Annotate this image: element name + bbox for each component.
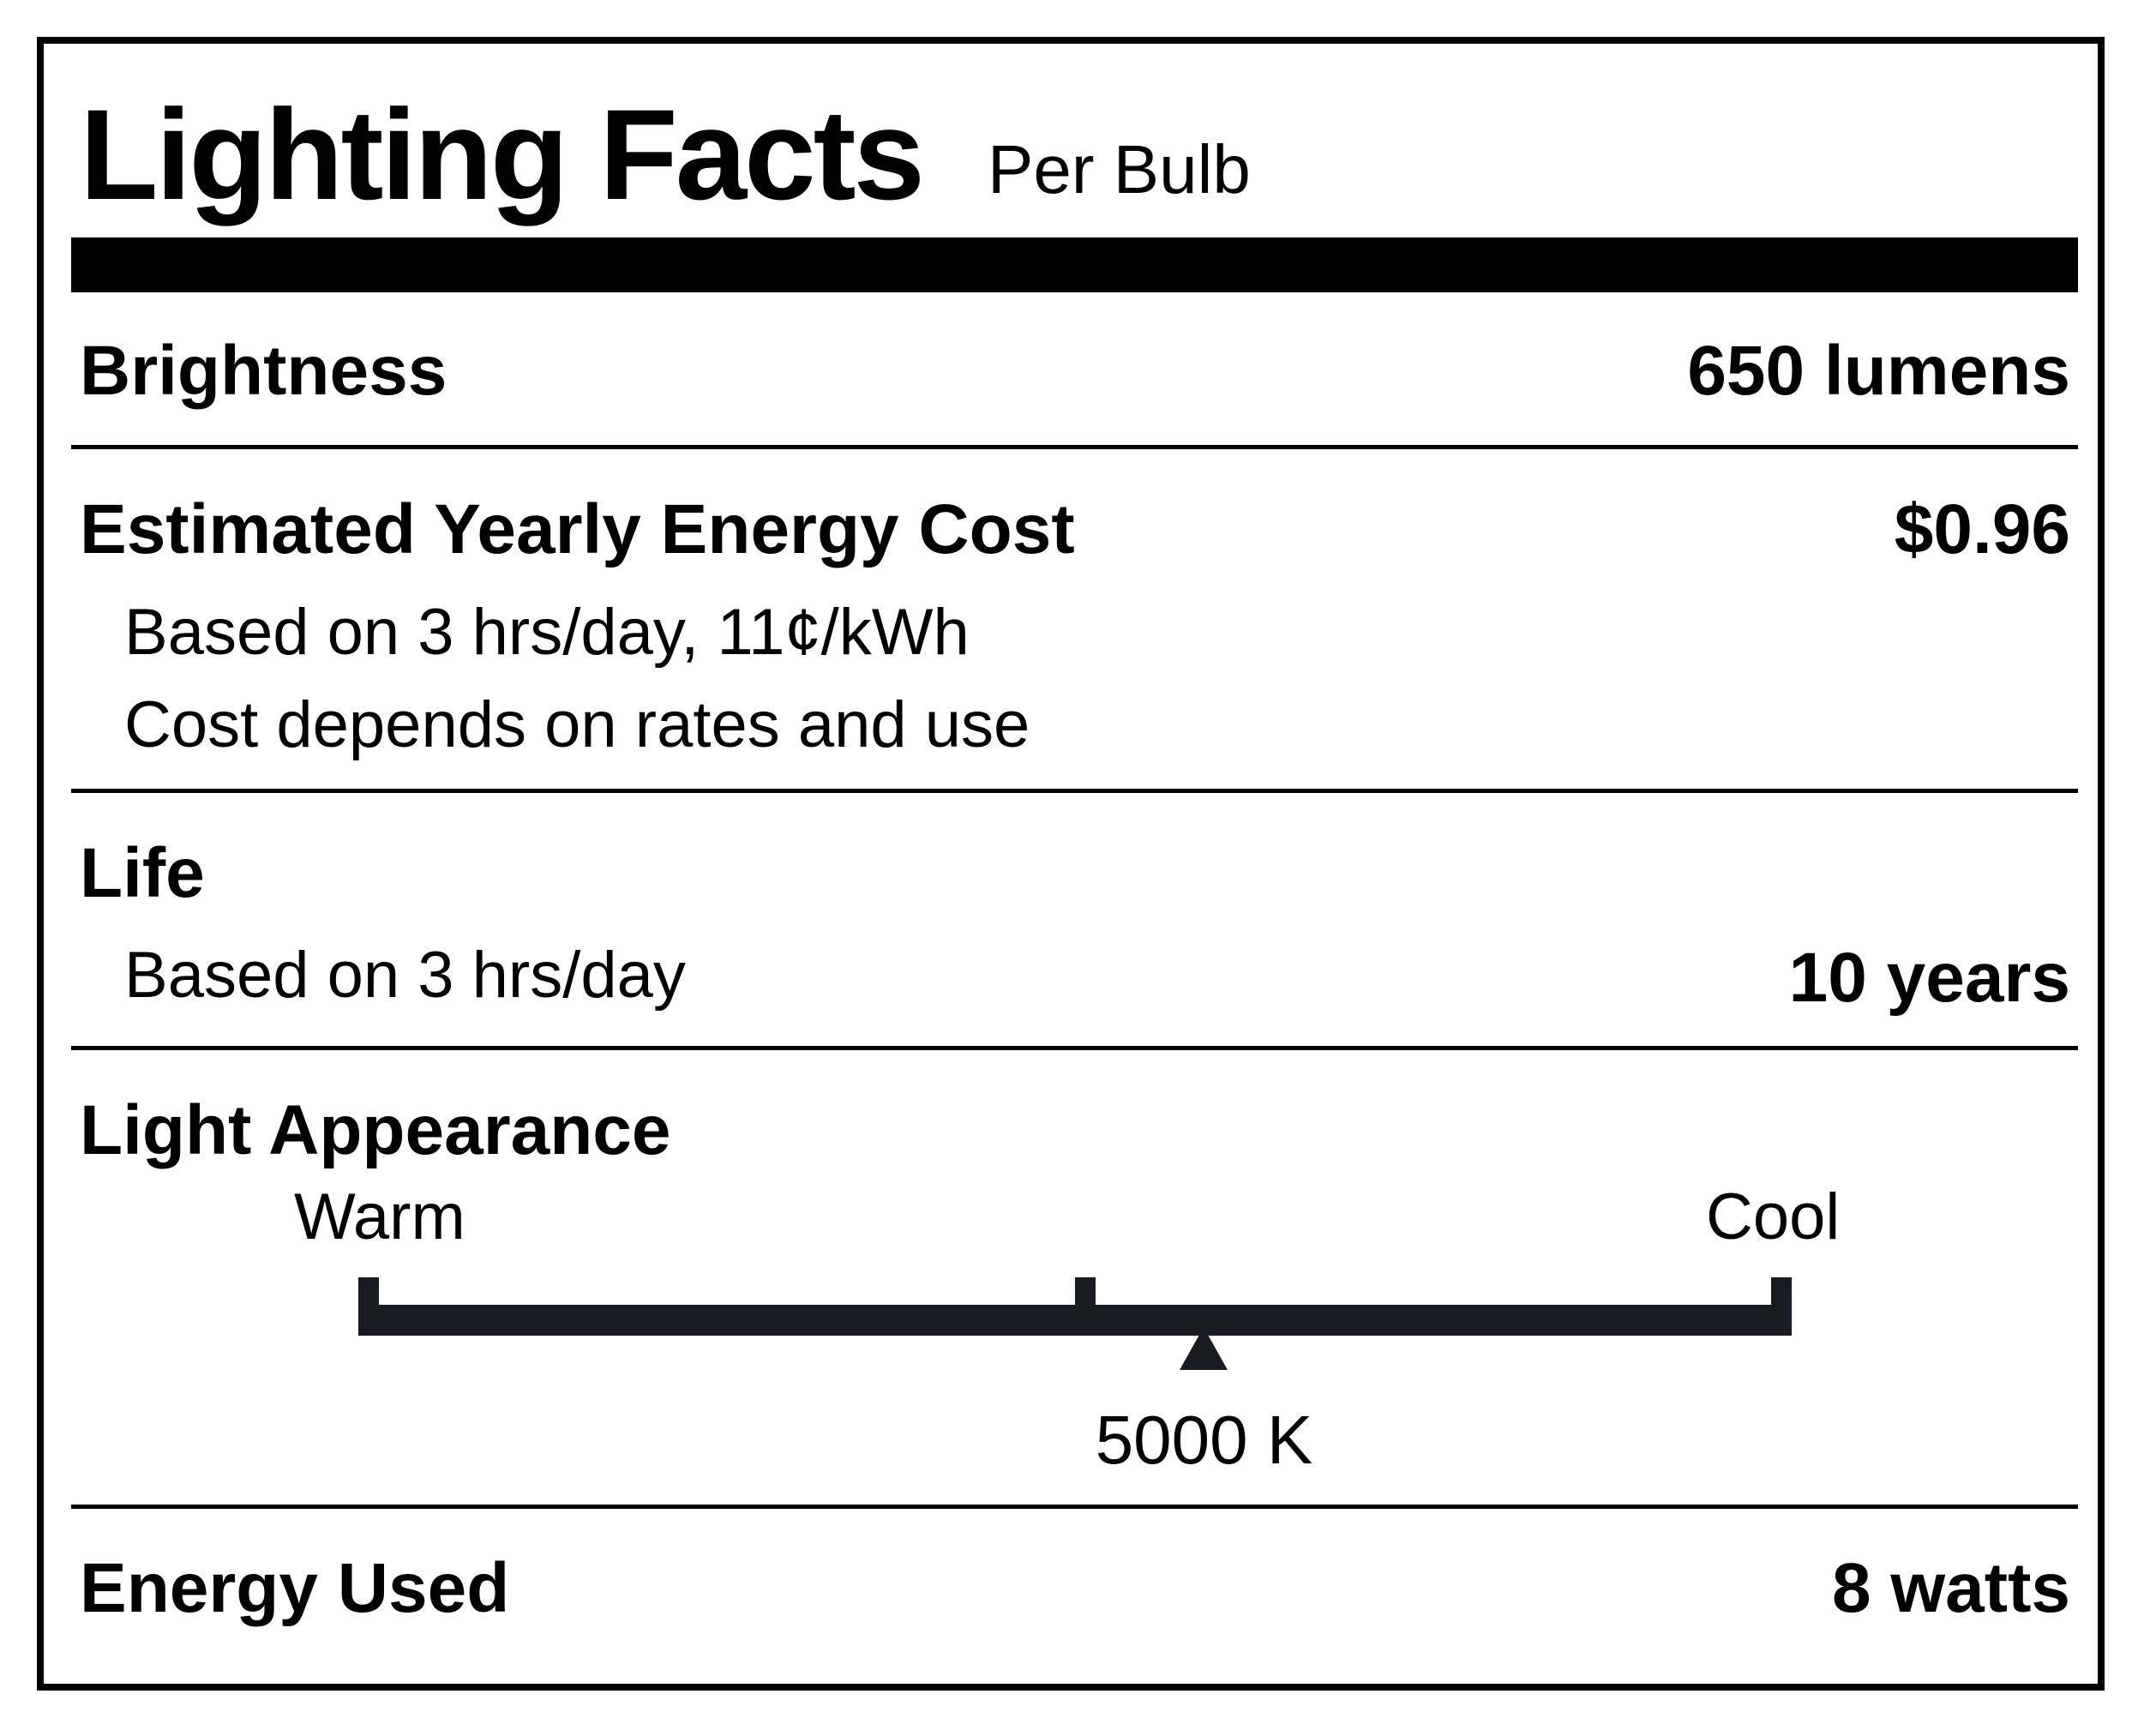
brightness-label: Brightness [80, 332, 447, 410]
life-note: Based on 3 hrs/day [124, 939, 686, 1012]
label-title: Lighting Facts [80, 82, 925, 226]
divider [71, 445, 2078, 449]
energy-cost-note-rate: Based on 3 hrs/day, 11¢/kWh [124, 596, 970, 669]
energy-cost-note-usage: Cost depends on rates and use [124, 688, 1030, 761]
label-subtitle: Per Bulb [988, 131, 1251, 207]
scale-pointer-icon [1180, 1327, 1228, 1370]
energy-cost-value: $0.96 [1894, 490, 2070, 568]
energy-used-value: 8 watts [1832, 1549, 2070, 1627]
divider [71, 789, 2078, 793]
scale-warm-label: Warm [294, 1180, 465, 1253]
life-value: 10 years [1788, 939, 2070, 1017]
lighting-facts-label [37, 37, 2105, 1691]
energy-used-label: Energy Used [80, 1549, 510, 1627]
light-appearance-label: Light Appearance [80, 1091, 671, 1169]
scale-cool-label: Cool [1706, 1180, 1841, 1253]
scale-tick-cool [1771, 1277, 1792, 1320]
brightness-value: 650 lumens [1687, 332, 2070, 410]
scale-tick-middle [1075, 1277, 1096, 1320]
energy-cost-label: Estimated Yearly Energy Cost [80, 490, 1075, 568]
header-divider [71, 237, 2078, 292]
scale-tick-warm [358, 1277, 379, 1320]
life-label: Life [80, 834, 205, 912]
divider [71, 1505, 2078, 1509]
divider [71, 1046, 2078, 1050]
color-temperature-value: 5000 K [1095, 1402, 1313, 1478]
